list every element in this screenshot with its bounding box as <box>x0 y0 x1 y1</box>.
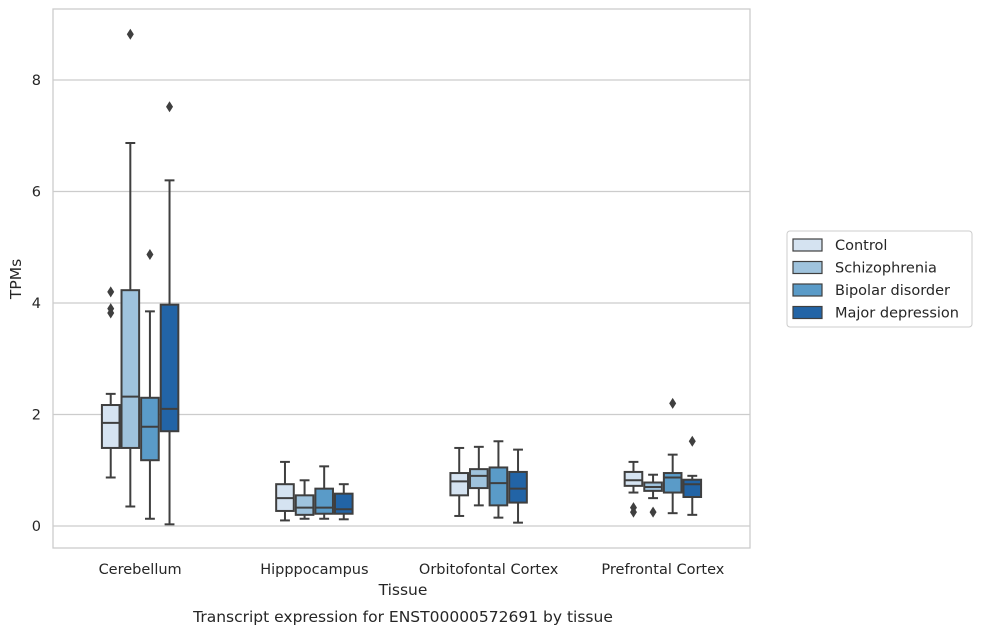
box-2-3 <box>508 448 528 524</box>
outlier-point <box>126 28 134 40</box>
box-0-2 <box>140 248 160 520</box>
plot-area <box>53 9 750 548</box>
legend-label: Schizophrenia <box>835 261 937 277</box>
box-2-1 <box>469 445 489 507</box>
x-tick-label: Prefrontal Cortex <box>601 562 724 578</box>
legend-label: Control <box>835 238 887 254</box>
box-1-1 <box>294 479 315 520</box>
box-iqr <box>100 404 121 449</box>
legend: Control Schizophrenia Bipolar disorder Majo… <box>786 230 973 328</box>
box-iqr <box>333 492 354 515</box>
outlier-point <box>688 435 696 447</box>
box-3-2 <box>662 397 683 515</box>
plot-frame <box>52 8 751 549</box>
box-2-0 <box>449 446 470 517</box>
outlier-point <box>146 248 154 260</box>
box-1-2 <box>314 465 334 520</box>
legend-label: Major depression <box>835 306 959 322</box>
x-axis-label: Tissue <box>378 581 428 599</box>
box-3-3 <box>682 435 703 516</box>
box-3-0 <box>623 460 644 518</box>
box-iqr <box>140 396 160 462</box>
box-iqr <box>623 470 644 487</box>
box-1-0 <box>275 460 295 522</box>
outlier-point <box>166 101 174 113</box>
x-tick-label: Orbitofontal Cortex <box>419 562 559 578</box>
x-tick-label: Hipppocampus <box>260 562 368 578</box>
y-tick-label: 2 <box>32 408 41 424</box>
outlier-point <box>669 397 677 409</box>
box-iqr <box>120 289 141 449</box>
box-0-1 <box>120 28 141 508</box>
outlier-point <box>107 286 115 298</box>
box-1-3 <box>333 483 354 521</box>
y-tick-labels: 0 2 4 6 8 <box>32 73 41 535</box>
outlier-point <box>107 307 115 319</box>
box-iqr <box>159 303 180 433</box>
outlier-point <box>649 506 657 518</box>
legend-swatch <box>792 238 823 252</box>
box-groups <box>100 28 703 526</box>
box-iqr <box>294 494 315 516</box>
x-tick-label: Cerebellum <box>99 562 182 578</box>
y-tick-label: 4 <box>32 296 41 312</box>
y-tick-label: 6 <box>32 185 41 201</box>
legend-label: Bipolar disorder <box>835 283 950 299</box>
y-axis-label: TPMs <box>7 259 25 300</box>
chart-title: Transcript expression for ENST0000057269… <box>192 608 613 626</box>
box-0-3 <box>159 101 180 526</box>
box-iqr <box>682 478 703 499</box>
box-0-0 <box>100 286 121 479</box>
box-iqr <box>469 468 489 490</box>
legend-swatch <box>792 305 823 320</box>
box-3-1 <box>643 473 663 518</box>
box-iqr <box>488 466 509 507</box>
y-tick-label: 8 <box>32 73 41 89</box>
legend-swatch <box>792 283 823 297</box>
box-iqr <box>449 472 470 497</box>
y-tick-label: 0 <box>32 519 41 535</box>
box-iqr <box>508 470 528 504</box>
outlier-point <box>629 506 637 518</box>
box-iqr <box>314 487 334 515</box>
legend-frame <box>786 230 973 328</box>
legend-swatch <box>792 260 823 275</box>
box-2-2 <box>488 440 509 519</box>
x-tick-labels: Cerebellum Hipppocampus Orbitofontal Corte… <box>99 562 725 578</box>
box-iqr <box>662 472 683 494</box>
